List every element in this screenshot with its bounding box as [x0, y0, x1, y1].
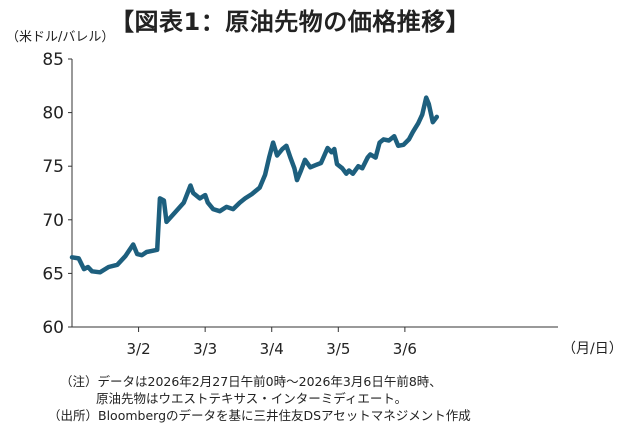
note-line-1: （注）データは2026年2月27日午前0時～2026年3月6日午前8時、: [60, 374, 442, 389]
chart-axes: [71, 59, 558, 328]
x-tick-label: 3/4: [260, 340, 284, 358]
x-tick-label: 3/6: [393, 340, 417, 358]
y-tick-label: 70: [42, 211, 64, 231]
chart-title: 【図表1：原油先物の価格推移】: [110, 8, 471, 36]
chart-ticks: 60 65 70 75 80 85 3/2 3/3 3/4 3/5 3/6: [42, 50, 417, 358]
source-line: （出所）Bloombergのデータを基に三井住友DSアセットマネジメント作成: [48, 408, 471, 423]
x-tick-label: 3/3: [193, 340, 217, 358]
x-tick-label: 3/5: [326, 340, 350, 358]
y-tick-label: 80: [42, 104, 64, 124]
y-tick-label: 60: [42, 318, 64, 338]
note-line-2: 原油先物はウエストテキサス・インターミディエート。: [96, 391, 408, 406]
y-tick-label: 75: [42, 157, 64, 177]
y-axis-unit-label: （米ドル/バレル）: [6, 30, 115, 45]
price-series-line: [69, 95, 440, 275]
chart-series: [69, 95, 440, 275]
y-tick-label: 85: [42, 50, 64, 70]
x-axis-unit-label: （月/日）: [562, 341, 623, 357]
y-tick-label: 65: [42, 264, 64, 284]
x-tick-label: 3/2: [127, 340, 151, 358]
